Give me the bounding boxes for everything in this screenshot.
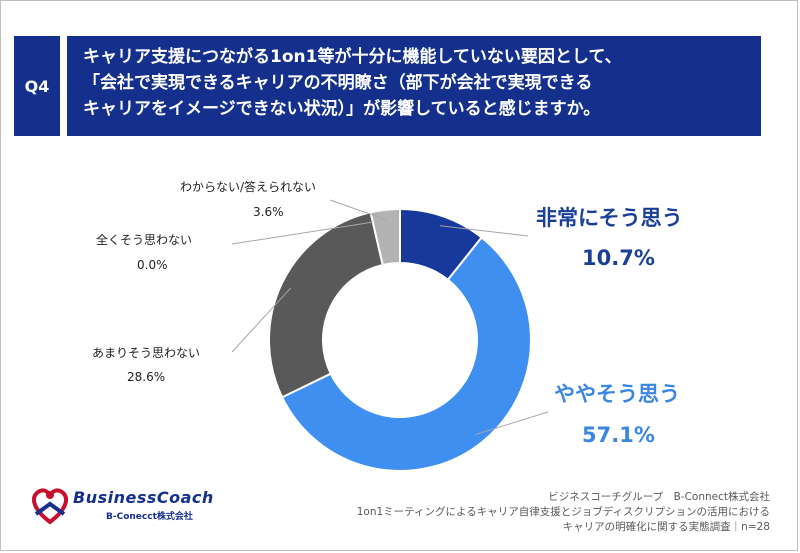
logo-company: B-Conecct株式会社 bbox=[106, 512, 193, 522]
category-label-dont-know: わからない/答えられない bbox=[180, 180, 317, 194]
leader-line-somewhat-agree bbox=[475, 411, 549, 435]
slice-not-really bbox=[268, 211, 384, 399]
value-label-not-at-all: 0.0% bbox=[137, 258, 168, 272]
question-line-1: キャリア支援につながる1on1等が十分に機能していない要因として、 bbox=[83, 47, 622, 67]
question-line-3: キャリアをイメージできない状況）」が影響していると感じますか。 bbox=[83, 99, 601, 119]
donut-slices bbox=[268, 207, 532, 472]
leader-line-not-really bbox=[231, 287, 292, 353]
logo-mark-icon bbox=[32, 488, 68, 525]
value-label-not-really: 28.6% bbox=[127, 370, 166, 384]
value-label-somewhat-agree: 57.1% bbox=[582, 423, 655, 447]
business-coach-logo: BusinessCoach B-Conecct株式会社 bbox=[28, 482, 238, 532]
value-label-strongly-agree: 10.7% bbox=[582, 246, 655, 270]
category-label-somewhat-agree: ややそう思う bbox=[554, 382, 680, 406]
value-label-dont-know: 3.6% bbox=[253, 205, 284, 219]
category-label-not-really: あまりそう思わない bbox=[92, 346, 201, 360]
leader-line-dont-know bbox=[329, 199, 387, 221]
slice-somewhat-agree bbox=[280, 236, 532, 472]
leader-lines bbox=[231, 199, 549, 435]
footer-line-1: ビジネスコーチグループ B-Connect株式会社 bbox=[548, 491, 770, 503]
category-label-not-at-all: 全くそう思わない bbox=[96, 233, 193, 247]
footer-line-2: 1on1ミーティングによるキャリア自律支援とジョブディスクリプションの活用におけ… bbox=[356, 506, 770, 518]
footer-line-3: キャリアの明確化に関する実態調査｜n=28 bbox=[562, 521, 770, 533]
slice-dont-know bbox=[369, 207, 401, 267]
footer-source: ビジネスコーチグループ B-Connect株式会社 1on1ミーティングによるキ… bbox=[357, 490, 770, 535]
leader-line-not-at-all bbox=[231, 221, 373, 245]
leader-line-strongly-agree bbox=[439, 225, 529, 237]
logo-wordmark: BusinessCoach bbox=[73, 488, 214, 507]
question-number-badge: Q4 bbox=[14, 36, 60, 136]
question-box: キャリア支援につながる1on1等が十分に機能していない要因として、 「会社で実現… bbox=[67, 36, 761, 136]
question-line-2: 「会社で実現できるキャリアの不明瞭さ（部下が会社で実現できる bbox=[83, 73, 593, 93]
question-number: Q4 bbox=[24, 76, 50, 96]
category-label-strongly-agree: 非常にそう思う bbox=[536, 206, 683, 230]
